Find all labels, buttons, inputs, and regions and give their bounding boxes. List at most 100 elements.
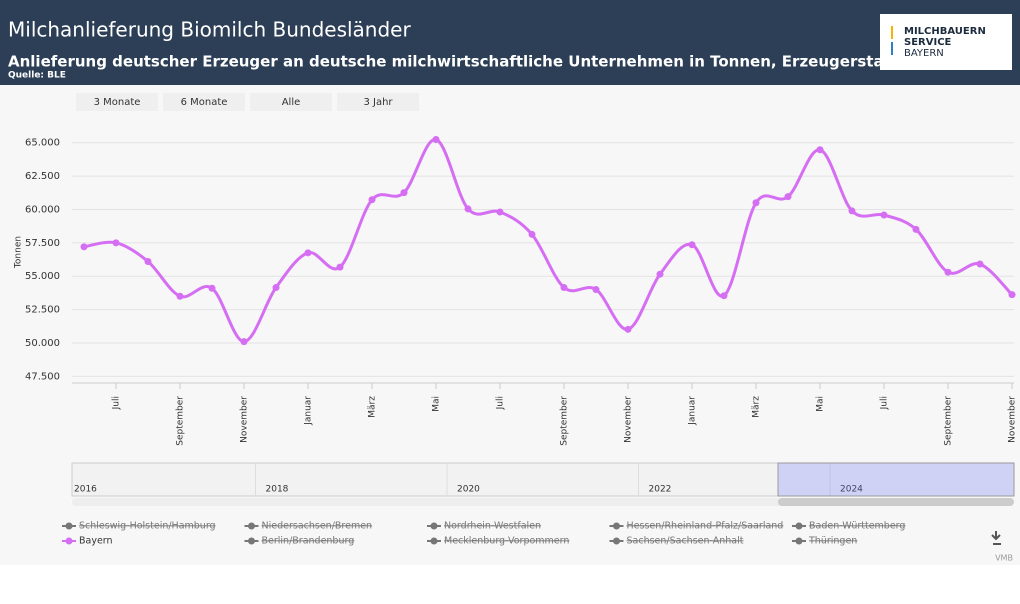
legend-symbol: [248, 537, 255, 545]
range-button[interactable]: [163, 93, 245, 111]
point[interactable]: [432, 135, 440, 143]
point[interactable]: [656, 270, 664, 278]
navigator-year: 2016: [74, 485, 97, 495]
x-tick-label: September: [560, 396, 570, 446]
range-button[interactable]: [250, 93, 332, 111]
legend-symbol: [795, 522, 803, 530]
point[interactable]: [272, 284, 280, 292]
point[interactable]: [304, 249, 312, 257]
point[interactable]: [368, 196, 376, 204]
range-button-label[interactable]: 3 Monate: [94, 97, 141, 108]
y-tick-label: 50.000: [25, 338, 60, 349]
download-icon[interactable]: [991, 531, 1001, 545]
point[interactable]: [464, 205, 472, 213]
range-button[interactable]: [76, 93, 158, 111]
y-tick-label: 55.000: [25, 271, 60, 282]
subtitle: Anlieferung deutscher Erzeuger an deutsc…: [8, 53, 930, 71]
x-tick-label: November: [240, 396, 250, 443]
x-tick-label: Juli: [112, 396, 122, 410]
point[interactable]: [784, 193, 792, 201]
point[interactable]: [624, 325, 632, 333]
navigator-year: 2024: [840, 485, 863, 495]
logo-box: [880, 14, 1012, 70]
x-tick-label: September: [176, 396, 186, 446]
range-button-label[interactable]: 6 Monate: [181, 97, 228, 108]
y-axis-label: Tonnen: [14, 236, 24, 269]
legend-label[interactable]: Schleswig-Holstein/Hamburg: [79, 521, 216, 532]
point[interactable]: [80, 243, 88, 251]
point[interactable]: [848, 207, 856, 215]
title: Milchanlieferung Biomilch Bundesländer: [8, 18, 411, 42]
legend-symbol: [430, 537, 438, 545]
legend-label[interactable]: Nordrhein-Westfalen: [444, 521, 541, 532]
navigator-year: 2018: [266, 485, 289, 495]
point[interactable]: [208, 284, 216, 292]
legend-label[interactable]: Berlin/Brandenburg: [262, 536, 355, 547]
x-tick-label: Juli: [496, 396, 506, 410]
point[interactable]: [144, 258, 152, 266]
point[interactable]: [880, 211, 888, 219]
point[interactable]: [1008, 291, 1016, 299]
y-tick-label: 57.500: [25, 238, 60, 249]
y-tick-label: 47.500: [25, 371, 60, 382]
source: Quelle: BLE: [8, 71, 66, 81]
x-tick-label: Januar: [688, 396, 698, 426]
logo-text: BAYERN: [904, 48, 944, 59]
point[interactable]: [336, 263, 344, 271]
legend-label[interactable]: Thüringen: [808, 536, 857, 547]
point[interactable]: [976, 260, 984, 268]
x-tick-label: Juli: [880, 396, 890, 410]
point[interactable]: [816, 146, 824, 154]
navigator-year: 2022: [649, 485, 672, 495]
y-tick-label: 60.000: [25, 204, 60, 215]
y-tick-label: 52.500: [25, 305, 60, 316]
scrollbar: [72, 498, 1014, 506]
legend-label[interactable]: Baden-Württemberg: [809, 521, 905, 532]
point[interactable]: [560, 284, 568, 292]
legend-symbol: [65, 537, 73, 545]
legend-symbol: [613, 537, 620, 545]
x-tick-label: März: [368, 396, 378, 418]
legend-label[interactable]: Mecklenburg-Vorpommern: [444, 536, 569, 547]
point[interactable]: [176, 292, 184, 300]
legend-symbol: [65, 522, 73, 530]
navigator: [71, 462, 1015, 497]
range-button-label[interactable]: 3 Jahr: [363, 97, 393, 108]
point[interactable]: [112, 239, 120, 247]
y-tick-label: 65.000: [25, 138, 60, 149]
header-bar: [0, 0, 1020, 85]
navigator-year: 2020: [457, 485, 480, 495]
logo-bar: [891, 42, 893, 55]
legend-label[interactable]: Niedersachsen/Bremen: [262, 521, 373, 532]
logo-text: MILCHBAUERN: [904, 26, 986, 37]
point[interactable]: [912, 225, 920, 233]
legend-label[interactable]: Sachsen/Sachsen-Anhalt: [627, 536, 744, 547]
x-tick-label: Mai: [432, 396, 442, 412]
range-button-label[interactable]: Alle: [282, 97, 301, 108]
point[interactable]: [688, 241, 696, 249]
x-tick-label: März: [752, 396, 762, 418]
point[interactable]: [944, 268, 952, 276]
x-tick-label: Mai: [816, 396, 826, 412]
point[interactable]: [240, 338, 248, 346]
legend-symbol: [430, 522, 438, 530]
x-tick-label: Januar: [304, 396, 314, 426]
point[interactable]: [720, 292, 728, 300]
legend-symbol: [795, 537, 803, 545]
y-tick-label: 62.500: [25, 171, 60, 182]
point[interactable]: [496, 208, 504, 216]
point[interactable]: [592, 286, 600, 294]
legend-symbol: [613, 522, 620, 530]
legend-label[interactable]: Bayern: [79, 536, 113, 547]
point[interactable]: [400, 189, 408, 197]
navigator-window[interactable]: [777, 462, 1015, 497]
x-tick-label: November: [1008, 396, 1018, 443]
range-button[interactable]: [337, 93, 419, 111]
point[interactable]: [528, 230, 536, 238]
point[interactable]: [752, 199, 760, 207]
legend-label[interactable]: Hessen/Rheinland-Pfalz/Saarland: [627, 521, 784, 532]
credit: VMB: [995, 554, 1013, 563]
scrollbar-thumb[interactable]: [778, 498, 1014, 506]
logo-text: SERVICE: [904, 37, 952, 48]
